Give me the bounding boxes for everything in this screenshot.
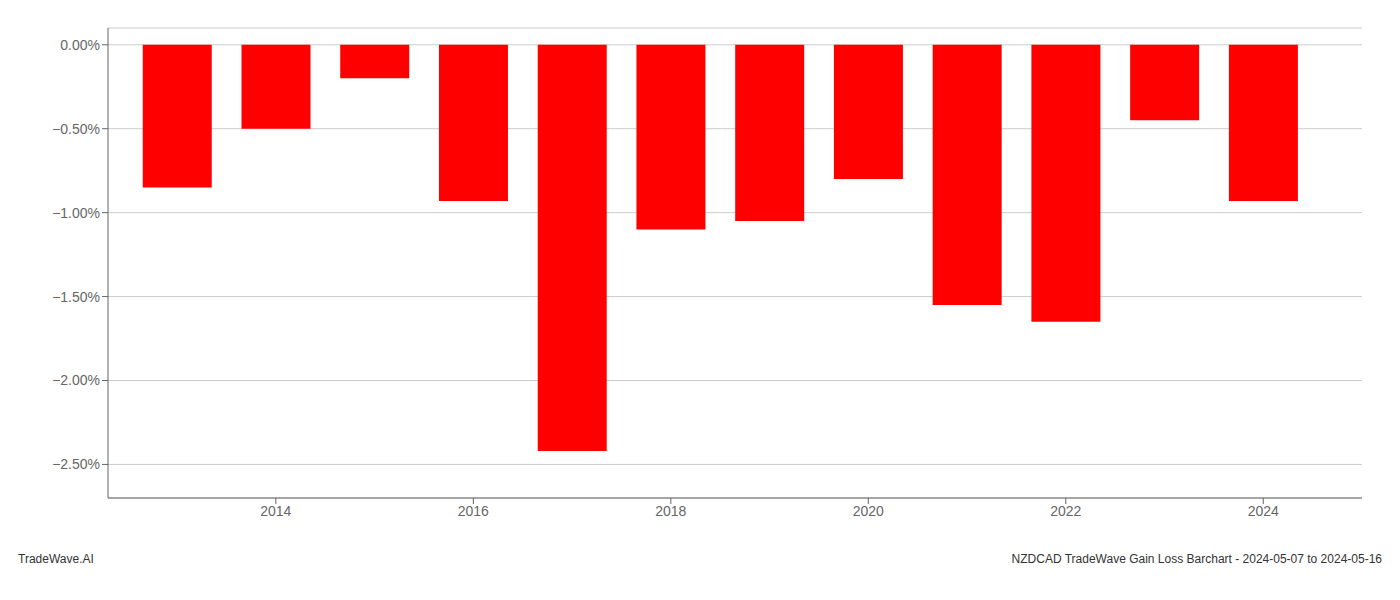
svg-text:−1.50%: −1.50%	[52, 289, 100, 305]
svg-text:2014: 2014	[260, 503, 291, 519]
html-text:TradeWave.AI: TradeWave.AI	[18, 552, 94, 566]
svg-text:−2.50%: −2.50%	[52, 456, 100, 472]
svg-text:2016: 2016	[458, 503, 489, 519]
svg-text:2024: 2024	[1248, 503, 1279, 519]
svg-text:−0.50%: −0.50%	[52, 121, 100, 137]
svg-text:−2.00%: −2.00%	[52, 372, 100, 388]
svg-text:2022: 2022	[1050, 503, 1081, 519]
svg-text:−1.00%: −1.00%	[52, 205, 100, 221]
svg-text:2018: 2018	[655, 503, 686, 519]
html-text:NZDCAD TradeWave Gain Loss Bar: NZDCAD TradeWave Gain Loss Barchart - 20…	[1011, 552, 1382, 566]
svg-text:0.00%: 0.00%	[60, 37, 100, 53]
svg-text:2020: 2020	[853, 503, 884, 519]
